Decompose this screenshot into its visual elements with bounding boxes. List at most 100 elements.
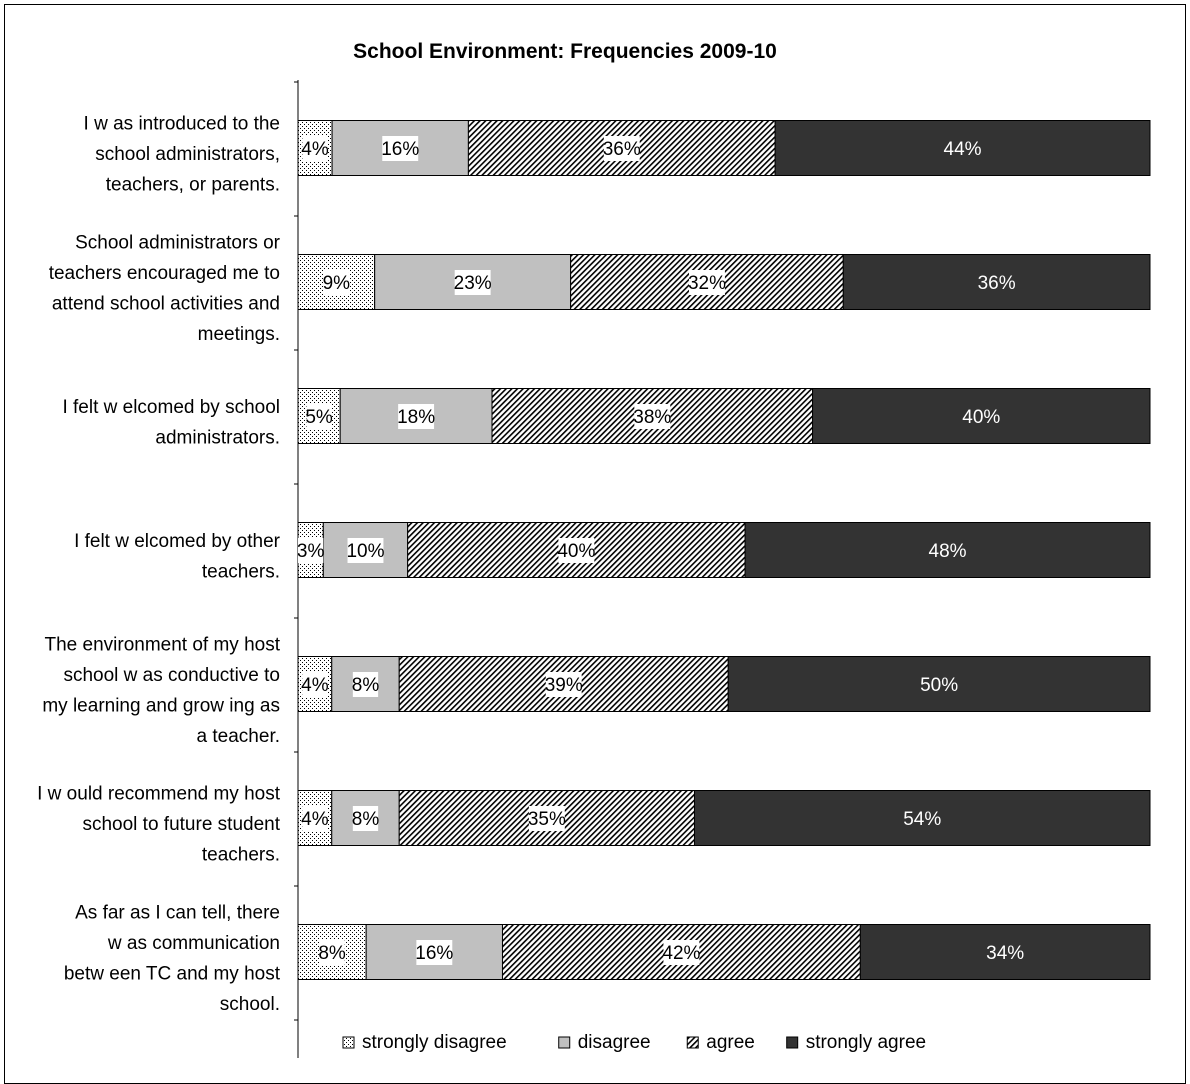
- data-label-bg: [689, 270, 725, 295]
- category-label: School administrators or teachers encoura…: [49, 232, 281, 345]
- data-label: 4%: [301, 139, 329, 160]
- legend-swatch-disagree: [558, 1036, 571, 1049]
- category-label-line: I w ould recommend my host: [37, 784, 281, 805]
- category-label-line: my learning and grow ing as: [42, 695, 280, 716]
- category-label-line: school to future student: [82, 814, 280, 835]
- data-label: 36%: [603, 139, 641, 160]
- bar-segment-strongly-agree: [812, 388, 1151, 444]
- legend-label: strongly agree: [806, 1032, 926, 1053]
- category-labels: I w as introduced to the school administr…: [37, 114, 281, 1015]
- data-label-bg: [398, 404, 435, 429]
- legend: strongly disagree disagree agree strongly a…: [342, 1032, 926, 1053]
- data-label: 38%: [633, 407, 671, 428]
- category-label-line: school.: [220, 994, 280, 1015]
- category-label-line: attend school activities and: [52, 293, 280, 314]
- data-label: 50%: [920, 675, 958, 696]
- category-label-line: I felt w elcomed by other: [74, 531, 281, 552]
- data-label: 48%: [929, 541, 967, 562]
- category-label-line: meetings.: [198, 324, 280, 345]
- category-label-line: School administrators or: [75, 232, 281, 253]
- data-label: 16%: [381, 139, 419, 160]
- data-label-bg: [352, 806, 379, 831]
- bar-segment-strongly-agree: [842, 254, 1151, 310]
- data-label-bg: [634, 404, 671, 429]
- category-label-line: school w as conductive to: [63, 665, 280, 686]
- data-label: 3%: [297, 541, 325, 562]
- data-label: 4%: [301, 675, 329, 696]
- category-label-line: The environment of my host: [45, 634, 281, 655]
- data-label: 4%: [301, 809, 329, 830]
- category-label-line: teachers encouraged me to: [49, 263, 280, 284]
- data-label: 39%: [545, 675, 583, 696]
- data-label-bg: [545, 672, 582, 697]
- data-label: 40%: [962, 407, 1000, 428]
- data-label-bg: [319, 940, 345, 965]
- category-label-line: teachers.: [202, 845, 280, 866]
- legend-label: strongly disagree: [362, 1032, 507, 1053]
- data-label: 5%: [305, 407, 333, 428]
- data-label: 8%: [352, 809, 380, 830]
- data-label: 40%: [557, 541, 595, 562]
- data-label: 23%: [454, 273, 492, 294]
- data-label: 16%: [415, 943, 453, 964]
- category-label: I w ould recommend my host school to futu…: [37, 784, 281, 866]
- data-label: 18%: [397, 407, 435, 428]
- legend-swatch-strongly-disagree: [342, 1036, 355, 1049]
- bar-segment-strongly-agree: [859, 924, 1151, 980]
- category-label: I felt w elcomed by school administrators…: [62, 397, 280, 449]
- data-label-bg: [298, 538, 324, 563]
- data-label: 35%: [528, 809, 566, 830]
- category-label: I w as introduced to the school administr…: [84, 114, 280, 196]
- category-label-line: teachers.: [202, 561, 280, 582]
- data-label: 54%: [903, 809, 941, 830]
- category-label-line: teachers, or parents.: [106, 175, 280, 196]
- data-labels: 4% 16% 36% 44% 9% 23% 32% 36% 5% 18% 38% 40% 3% 10% 40…: [297, 136, 1024, 965]
- bar-segment-strongly-agree: [744, 522, 1151, 578]
- category-label-line: I w as introduced to the: [84, 114, 280, 135]
- category-label-line: As far as I can tell, there: [75, 902, 280, 923]
- category-axis: [294, 80, 299, 1058]
- data-label-bg: [603, 136, 640, 161]
- category-label-line: a teacher.: [197, 726, 280, 747]
- data-label: 44%: [944, 139, 982, 160]
- data-label-bg: [416, 940, 453, 965]
- data-label: 8%: [318, 943, 346, 964]
- data-label-bg: [306, 404, 332, 429]
- bar-segment-strongly-agree: [774, 120, 1151, 176]
- data-label: 10%: [346, 541, 384, 562]
- data-label-bg: [558, 538, 595, 563]
- data-label-bg: [323, 270, 349, 295]
- data-label-bg: [347, 538, 384, 563]
- data-label: 32%: [688, 273, 726, 294]
- category-label: The environment of my host school w as co…: [42, 634, 280, 747]
- category-label: As far as I can tell, there w as communic…: [64, 902, 281, 1015]
- data-label-bg: [302, 672, 328, 697]
- legend-swatch-agree: [686, 1036, 699, 1049]
- category-label: I felt w elcomed by other teachers.: [74, 531, 281, 583]
- category-label-line: betw een TC and my host: [64, 963, 281, 984]
- data-label-bg: [454, 270, 491, 295]
- data-label: 42%: [662, 943, 700, 964]
- bar-segment-strongly-agree: [727, 656, 1151, 712]
- chart-title: School Environment: Frequencies 2009-10: [353, 40, 777, 63]
- legend-swatch-strongly-agree: [786, 1036, 799, 1049]
- category-label-line: school administrators,: [95, 144, 280, 165]
- data-label-bg: [528, 806, 565, 831]
- bar-segments: [297, 120, 1151, 980]
- data-label: 34%: [986, 943, 1024, 964]
- legend-label: agree: [706, 1032, 755, 1053]
- data-label-bg: [352, 672, 379, 697]
- category-label-line: I felt w elcomed by school: [62, 397, 280, 418]
- bar-segment-strongly-agree: [693, 790, 1151, 846]
- data-label: 36%: [978, 273, 1016, 294]
- data-label-bg: [663, 940, 700, 965]
- data-label: 9%: [323, 273, 351, 294]
- category-label-line: administrators.: [155, 427, 280, 448]
- data-label-bg: [302, 136, 328, 161]
- legend-label: disagree: [578, 1032, 651, 1053]
- data-label-bg: [302, 806, 328, 831]
- category-label-line: w as communication: [107, 933, 280, 954]
- data-label-bg: [382, 136, 419, 161]
- data-label: 8%: [352, 675, 380, 696]
